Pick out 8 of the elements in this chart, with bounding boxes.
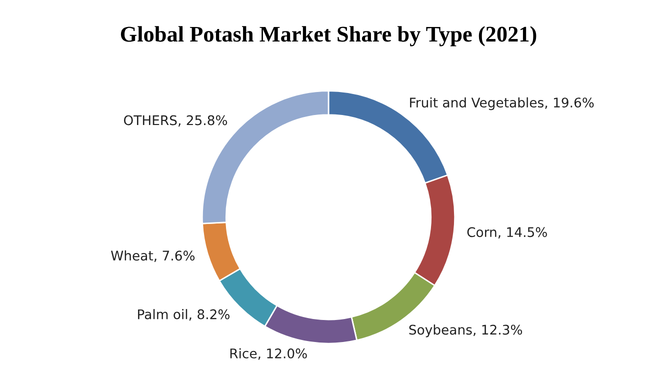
slice-label: Rice, 12.0% [230, 348, 307, 360]
slice-label: Corn, 14.5% [467, 227, 547, 238]
slice-label: Palm oil, 8.2% [138, 309, 230, 321]
slice-label: OTHERS, 25.8% [124, 115, 228, 127]
slice-label: Soybeans, 12.3% [409, 324, 522, 338]
slice-label: Wheat, 7.6% [111, 250, 195, 262]
slice-label: Fruit and Vegetables, 19.6% [410, 97, 594, 110]
chart-title: Global Potash Market Share by Type (2021) [120, 26, 536, 46]
